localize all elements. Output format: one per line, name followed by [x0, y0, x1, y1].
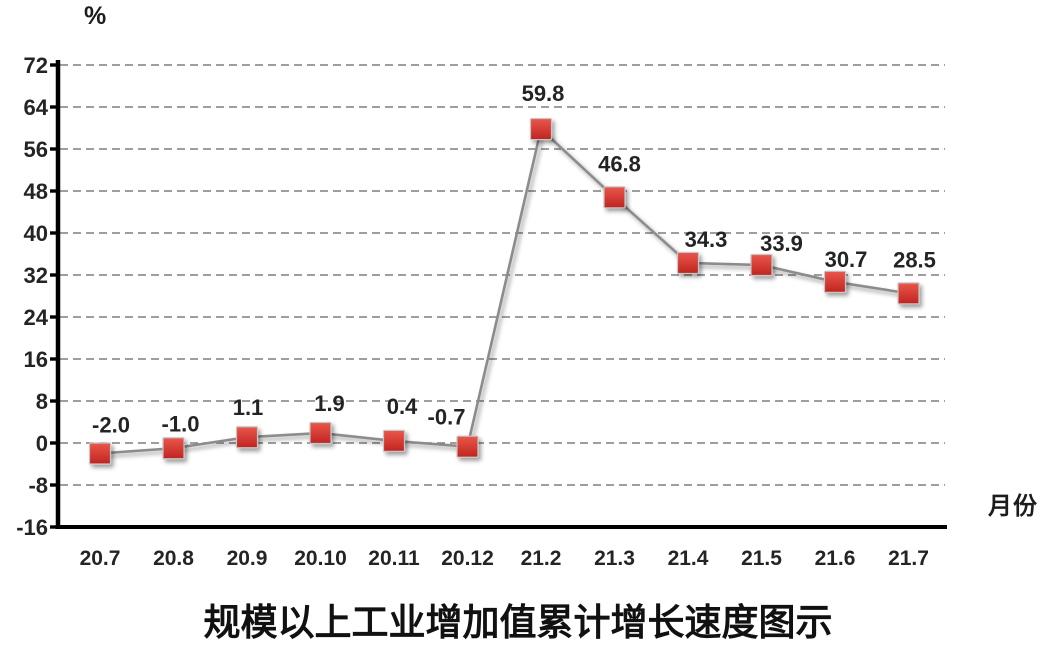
data-point-label: -1.0 [162, 411, 200, 436]
data-point-label: 28.5 [893, 247, 936, 272]
data-point-marker [162, 437, 185, 460]
chart-title: 规模以上工业增加值累计增长速度图示 [203, 602, 833, 643]
x-tick-label: 21.4 [668, 547, 709, 570]
y-tick-label: 48 [24, 179, 48, 204]
x-tick-label: 21.2 [521, 547, 562, 570]
data-point-marker [676, 251, 700, 275]
data-point-marker [309, 421, 332, 445]
y-tick-label: 0 [36, 431, 48, 456]
data-point-label: 34.3 [685, 227, 728, 252]
y-tick-label: 16 [24, 347, 48, 372]
data-point-label: 30.7 [825, 247, 868, 272]
x-tick-label: 20.9 [227, 547, 268, 570]
y-tick-label: 56 [24, 137, 48, 162]
data-point-label: 33.9 [760, 231, 803, 256]
y-tick-label: 64 [24, 95, 49, 120]
data-point-marker [603, 186, 626, 209]
x-tick-label: 20.8 [153, 547, 194, 570]
data-point-label: 59.8 [522, 81, 565, 106]
y-axis-unit-label: % [84, 2, 107, 30]
data-point-marker [897, 282, 920, 305]
y-tick-label: -16 [16, 515, 48, 540]
x-tick-label: 21.7 [888, 547, 929, 570]
data-point-marker [235, 426, 259, 449]
x-tick-label: 21.6 [815, 547, 856, 570]
data-point-label: 1.9 [314, 391, 345, 416]
data-point-marker [88, 442, 112, 465]
y-tick-label: 72 [24, 53, 48, 78]
data-point-label: 0.4 [387, 394, 418, 419]
data-point-label: 1.1 [233, 395, 264, 420]
y-tick-label: 8 [36, 389, 48, 414]
x-tick-label: 21.5 [741, 547, 782, 570]
data-point-marker [456, 435, 479, 458]
x-tick-label: 20.12 [441, 547, 494, 570]
y-tick-label: 24 [24, 305, 49, 330]
data-point-label: -0.7 [428, 405, 466, 430]
x-tick-label: 21.3 [594, 547, 635, 570]
y-tick-label: 32 [24, 263, 48, 288]
data-point-marker [750, 253, 773, 277]
data-point-label: -2.0 [92, 413, 130, 438]
data-point-label: 46.8 [598, 151, 641, 176]
series-line [99, 126, 909, 455]
data-point-marker [382, 429, 406, 452]
x-tick-label: 20.10 [294, 547, 347, 570]
x-tick-label: 20.7 [80, 547, 121, 570]
x-axis-unit-label: 月份 [988, 493, 1038, 520]
data-point-marker [529, 117, 553, 141]
data-point-marker [823, 270, 847, 293]
y-tick-label: -8 [28, 473, 48, 498]
y-tick-label: 40 [24, 221, 48, 246]
x-tick-label: 20.11 [368, 547, 420, 570]
